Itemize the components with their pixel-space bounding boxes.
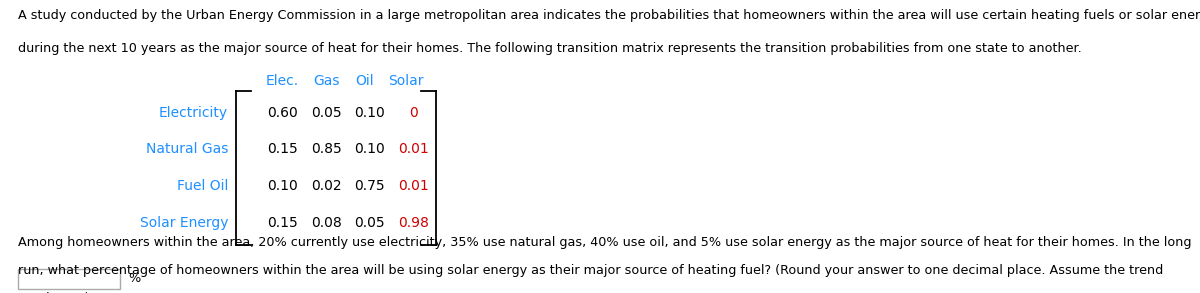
Text: 0.98: 0.98 (398, 216, 430, 230)
Text: Gas: Gas (313, 74, 340, 88)
Text: 0.10: 0.10 (266, 179, 298, 193)
Text: continues.): continues.) (18, 292, 90, 293)
Text: 0.85: 0.85 (311, 142, 342, 156)
Text: Solar Energy: Solar Energy (139, 216, 228, 230)
Text: Solar: Solar (388, 74, 424, 88)
FancyBboxPatch shape (18, 269, 120, 289)
Text: %: % (128, 272, 140, 285)
Text: Electricity: Electricity (158, 106, 228, 120)
Text: 0.10: 0.10 (354, 142, 385, 156)
Text: 0.01: 0.01 (398, 179, 430, 193)
Text: 0.05: 0.05 (311, 106, 342, 120)
Text: 0.60: 0.60 (266, 106, 298, 120)
Text: 0.15: 0.15 (266, 142, 298, 156)
Text: Natural Gas: Natural Gas (145, 142, 228, 156)
Text: 0.08: 0.08 (311, 216, 342, 230)
Text: 0.02: 0.02 (311, 179, 342, 193)
Text: 0.75: 0.75 (354, 179, 385, 193)
Text: Fuel Oil: Fuel Oil (176, 179, 228, 193)
Text: during the next 10 years as the major source of heat for their homes. The follow: during the next 10 years as the major so… (18, 42, 1081, 55)
Text: Oil: Oil (355, 74, 374, 88)
Text: 0.05: 0.05 (354, 216, 385, 230)
Text: Among homeowners within the area, 20% currently use electricity, 35% use natural: Among homeowners within the area, 20% cu… (18, 236, 1192, 249)
Text: 0.15: 0.15 (266, 216, 298, 230)
Text: 0.01: 0.01 (398, 142, 430, 156)
Text: Elec.: Elec. (265, 74, 299, 88)
Text: run, what percentage of homeowners within the area will be using solar energy as: run, what percentage of homeowners withi… (18, 264, 1163, 277)
Text: 0.10: 0.10 (354, 106, 385, 120)
Text: 0: 0 (409, 106, 419, 120)
Text: A study conducted by the Urban Energy Commission in a large metropolitan area in: A study conducted by the Urban Energy Co… (18, 9, 1200, 22)
